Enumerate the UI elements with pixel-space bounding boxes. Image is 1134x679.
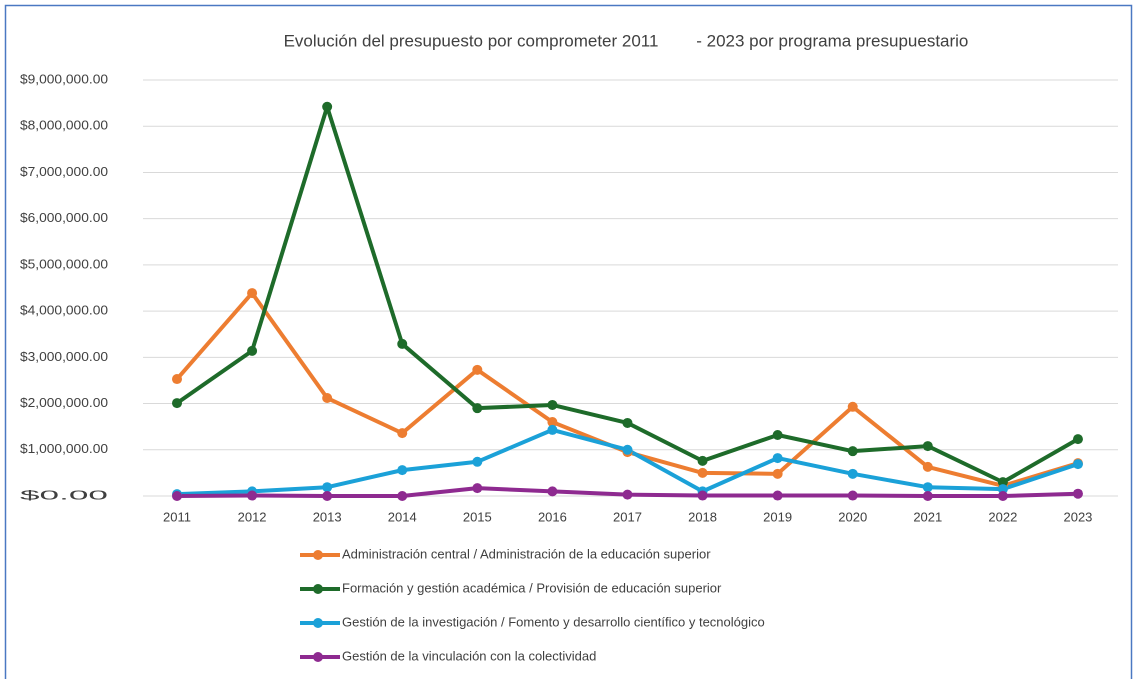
x-tick-label: 2018 <box>688 509 717 524</box>
data-point <box>1072 459 1083 470</box>
data-point <box>922 482 933 493</box>
data-point <box>772 468 783 479</box>
data-point <box>997 477 1008 488</box>
data-point <box>772 429 783 440</box>
y-tick-label: $2,000,000.00 <box>20 395 108 410</box>
chart-title: Evolución del presupuesto por compromete… <box>284 31 969 50</box>
data-point <box>922 461 933 472</box>
y-tick-label: $9,000,000.00 <box>20 71 108 86</box>
legend-label: Administración central / Administración … <box>342 546 711 561</box>
data-point <box>547 399 558 410</box>
x-tick-label: 2023 <box>1063 509 1092 524</box>
data-point <box>622 444 633 455</box>
y-tick-label: $3,000,000.00 <box>20 349 108 364</box>
x-tick-label: 2016 <box>538 509 567 524</box>
y-tick-label: $0.00 <box>20 487 108 502</box>
data-point <box>772 453 783 464</box>
data-point <box>172 374 182 385</box>
data-point <box>772 490 783 501</box>
data-point <box>847 468 858 479</box>
y-tick-label: $6,000,000.00 <box>20 210 108 225</box>
x-tick-label: 2019 <box>763 509 792 524</box>
data-point <box>622 489 633 500</box>
y-tick-label: $1,000,000.00 <box>20 441 108 456</box>
data-point <box>472 403 483 414</box>
data-point <box>397 465 408 476</box>
x-tick-label: 2014 <box>388 509 417 524</box>
data-point <box>697 455 708 466</box>
data-point <box>322 491 333 501</box>
data-point <box>397 491 408 501</box>
data-point <box>697 490 708 501</box>
data-point <box>322 393 333 404</box>
legend-marker <box>313 584 323 594</box>
data-point <box>247 490 258 501</box>
data-point <box>322 482 333 493</box>
chart-border <box>4 4 1133 679</box>
data-point <box>547 486 558 497</box>
legend-label: Gestión de la investigación / Fomento y … <box>342 614 765 629</box>
legend-marker <box>313 550 323 560</box>
x-tick-label: 2013 <box>313 509 342 524</box>
data-point <box>397 338 408 349</box>
legend-label: Formación y gestión académica / Provisió… <box>342 580 722 595</box>
y-tick-label: $5,000,000.00 <box>20 256 108 271</box>
data-point <box>547 424 558 435</box>
data-point <box>847 446 858 457</box>
x-tick-label: 2012 <box>238 509 267 524</box>
data-point <box>847 401 858 412</box>
data-point <box>697 467 708 478</box>
x-tick-label: 2015 <box>463 509 492 524</box>
data-point <box>322 101 333 112</box>
data-point <box>247 288 258 299</box>
data-point <box>472 364 483 375</box>
legend-marker <box>313 618 323 628</box>
data-point <box>997 484 1008 495</box>
data-point <box>997 491 1008 501</box>
data-point <box>172 491 182 501</box>
x-tick-label: 2017 <box>613 509 642 524</box>
data-point <box>172 398 182 409</box>
data-point <box>472 456 483 467</box>
data-point <box>247 345 258 356</box>
data-point <box>1072 488 1083 499</box>
y-tick-label: $8,000,000.00 <box>20 118 108 133</box>
y-tick-label: $7,000,000.00 <box>20 164 108 179</box>
data-point <box>472 483 483 494</box>
data-point <box>397 428 408 439</box>
data-point <box>1072 434 1083 445</box>
x-tick-label: 2021 <box>913 509 942 524</box>
x-tick-label: 2022 <box>988 509 1017 524</box>
legend-marker <box>313 652 323 662</box>
data-point <box>847 490 858 501</box>
y-tick-label: $4,000,000.00 <box>20 303 108 318</box>
data-point <box>547 417 558 428</box>
x-tick-label: 2020 <box>838 509 867 524</box>
x-tick-label: 2011 <box>163 509 191 524</box>
legend-label: Gestión de la vinculación con la colecti… <box>342 648 596 663</box>
data-point <box>922 441 933 452</box>
data-point <box>922 491 933 501</box>
data-point <box>622 417 633 428</box>
